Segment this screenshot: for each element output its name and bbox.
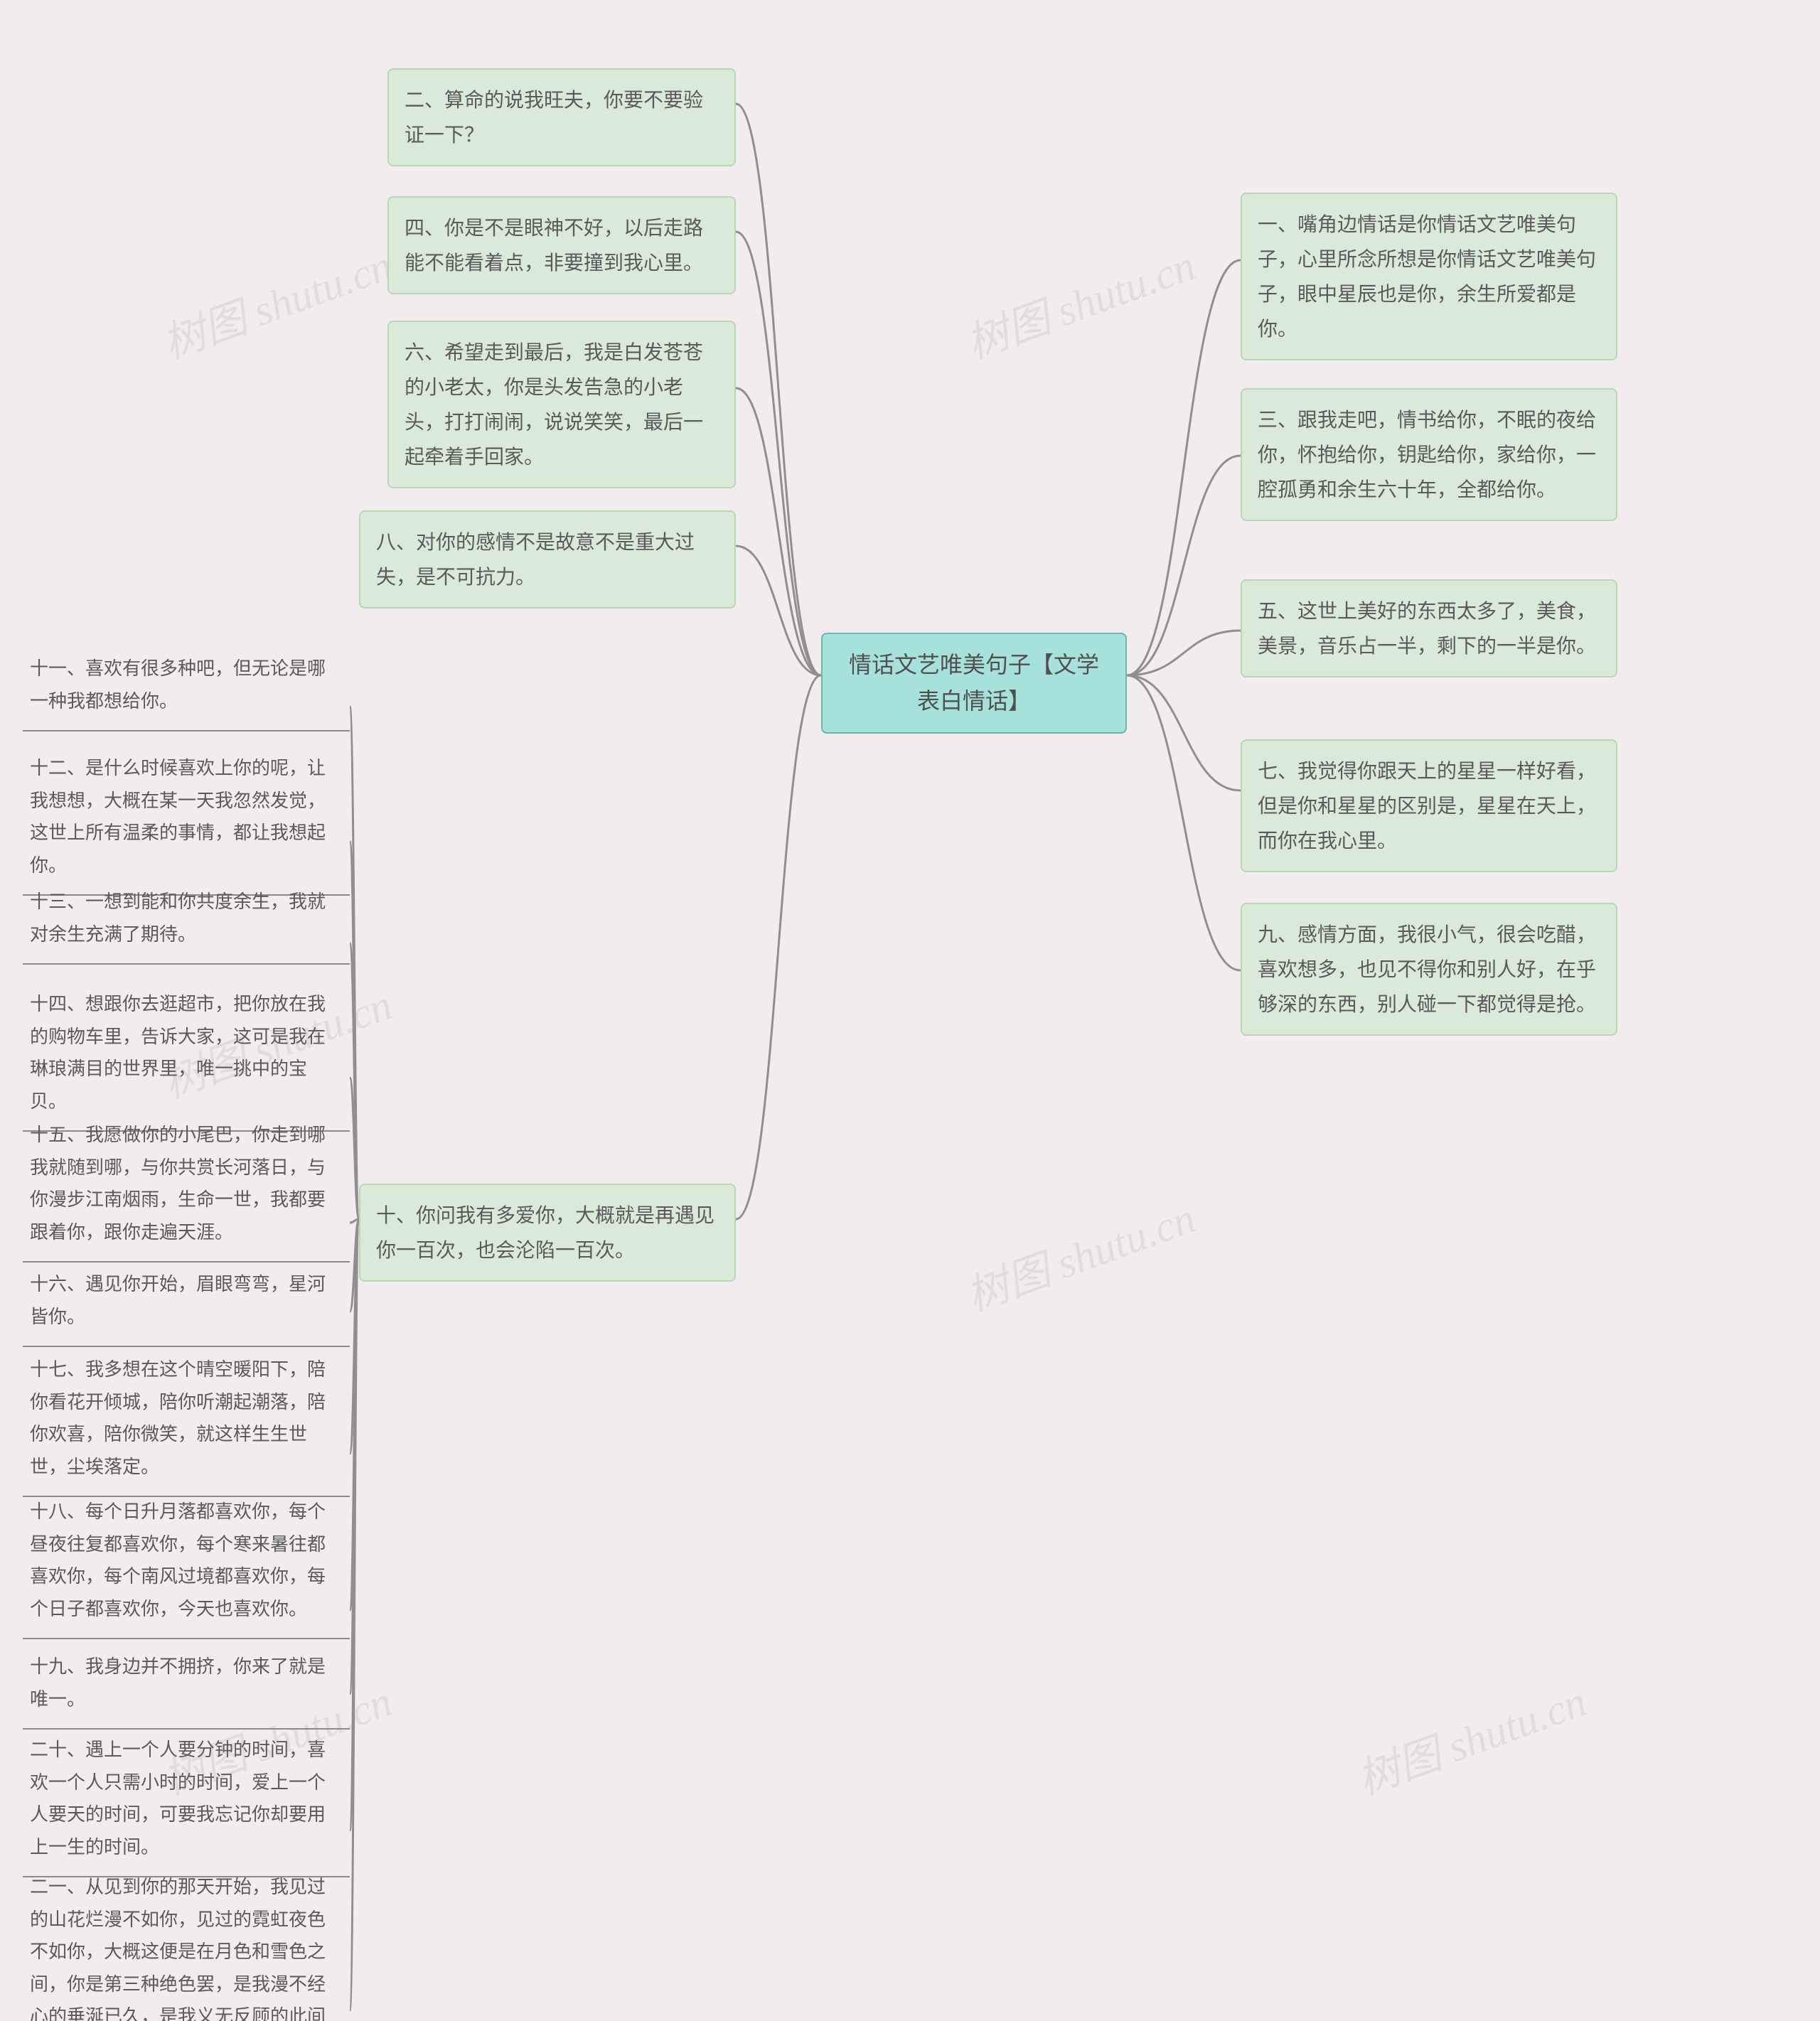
sub-label: 十九、我身边并不拥挤，你来了就是唯一。 — [30, 1656, 326, 1710]
branch-label: 十、你问我有多爱你，大概就是再遇见你一百次，也会沦陷一百次。 — [376, 1204, 714, 1261]
center-node[interactable]: 情话文艺唯美句子【文学表白情话】 — [821, 633, 1127, 734]
branch-label: 六、希望走到最后，我是白发苍苍的小老太，你是头发告急的小老头，打打闹闹，说说笑笑… — [405, 341, 703, 468]
branch-label: 八、对你的感情不是故意不是重大过失，是不可抗力。 — [376, 531, 695, 588]
sub-node-13[interactable]: 十三、一想到能和你共度余生，我就对余生充满了期待。 — [23, 876, 350, 965]
watermark: 树图 shutu.cn — [956, 1184, 1202, 1324]
sub-node-16[interactable]: 十六、遇见你开始，眉眼弯弯，星河皆你。 — [23, 1258, 350, 1347]
branch-label: 二、算命的说我旺夫，你要不要验证一下？ — [405, 89, 703, 146]
sub-node-18[interactable]: 十八、每个日升月落都喜欢你，每个昼夜往复都喜欢你，每个寒来暑往都喜欢你，每个南风… — [23, 1486, 350, 1639]
sub-label: 十八、每个日升月落都喜欢你，每个昼夜往复都喜欢你，每个寒来暑往都喜欢你，每个南风… — [30, 1501, 326, 1619]
branch-node-7[interactable]: 七、我觉得你跟天上的星星一样好看，但是你和星星的区别是，星星在天上，而你在我心里… — [1241, 739, 1617, 872]
branch-node-3[interactable]: 三、跟我走吧，情书给你，不眠的夜给你，怀抱给你，钥匙给你，家给你，一腔孤勇和余生… — [1241, 388, 1617, 521]
branch-label: 七、我觉得你跟天上的星星一样好看，但是你和星星的区别是，星星在天上，而你在我心里… — [1258, 760, 1596, 852]
branch-label: 一、嘴角边情话是你情话文艺唯美句子，心里所念所想是你情话文艺唯美句子，眼中星辰也… — [1258, 213, 1596, 340]
branch-node-10[interactable]: 十、你问我有多爱你，大概就是再遇见你一百次，也会沦陷一百次。 — [359, 1184, 736, 1282]
sub-node-17[interactable]: 十七、我多想在这个晴空暖阳下，陪你看花开倾城，陪你听潮起潮落，陪你欢喜，陪你微笑… — [23, 1344, 350, 1497]
sub-label: 十四、想跟你去逛超市，把你放在我的购物车里，告诉大家，这可是我在琳琅满目的世界里… — [30, 993, 326, 1112]
sub-node-20[interactable]: 二十、遇上一个人要分钟的时间，喜欢一个人只需小时的时间，爱上一个人要天的时间，可… — [23, 1724, 350, 1877]
sub-node-12[interactable]: 十二、是什么时候喜欢上你的呢，让我想想，大概在某一天我忽然发觉，这世上所有温柔的… — [23, 742, 350, 896]
sub-label: 二一、从见到你的那天开始，我见过的山花烂漫不如你，见过的霓虹夜色不如你，大概这便… — [30, 1876, 326, 2021]
sub-label: 十七、我多想在这个晴空暖阳下，陪你看花开倾城，陪你听潮起潮落，陪你欢喜，陪你微笑… — [30, 1358, 326, 1477]
branch-label: 五、这世上美好的东西太多了，美食，美景，音乐占一半，剩下的一半是你。 — [1258, 600, 1596, 657]
sub-label: 十一、喜欢有很多种吧，但无论是哪一种我都想给你。 — [30, 658, 326, 712]
sub-label: 十五、我愿做你的小尾巴，你走到哪我就随到哪，与你共赏长河落日，与你漫步江南烟雨，… — [30, 1124, 326, 1243]
sub-label: 十六、遇见你开始，眉眼弯弯，星河皆你。 — [30, 1273, 326, 1327]
sub-label: 十二、是什么时候喜欢上你的呢，让我想想，大概在某一天我忽然发觉，这世上所有温柔的… — [30, 757, 326, 876]
sub-node-21[interactable]: 二一、从见到你的那天开始，我见过的山花烂漫不如你，见过的霓虹夜色不如你，大概这便… — [23, 1861, 350, 2021]
sub-node-11[interactable]: 十一、喜欢有很多种吧，但无论是哪一种我都想给你。 — [23, 643, 350, 731]
watermark: 树图 shutu.cn — [153, 231, 399, 371]
branch-node-1[interactable]: 一、嘴角边情话是你情话文艺唯美句子，心里所念所想是你情话文艺唯美句子，眼中星辰也… — [1241, 193, 1617, 360]
branch-label: 三、跟我走吧，情书给你，不眠的夜给你，怀抱给你，钥匙给你，家给你，一腔孤勇和余生… — [1258, 409, 1596, 500]
branch-label: 九、感情方面，我很小气，很会吃醋，喜欢想多，也见不得你和别人好，在乎够深的东西，… — [1258, 923, 1596, 1015]
branch-node-5[interactable]: 五、这世上美好的东西太多了，美食，美景，音乐占一半，剩下的一半是你。 — [1241, 579, 1617, 677]
sub-label: 十三、一想到能和你共度余生，我就对余生充满了期待。 — [30, 891, 326, 945]
watermark: 树图 shutu.cn — [956, 231, 1202, 371]
branch-node-6[interactable]: 六、希望走到最后，我是白发苍苍的小老太，你是头发告急的小老头，打打闹闹，说说笑笑… — [387, 321, 736, 488]
sub-node-19[interactable]: 十九、我身边并不拥挤，你来了就是唯一。 — [23, 1641, 350, 1730]
sub-label: 二十、遇上一个人要分钟的时间，喜欢一个人只需小时的时间，爱上一个人要天的时间，可… — [30, 1739, 326, 1858]
center-node-label: 情话文艺唯美句子【文学表白情话】 — [849, 652, 1099, 714]
watermark: 树图 shutu.cn — [1347, 1667, 1593, 1807]
sub-node-15[interactable]: 十五、我愿做你的小尾巴，你走到哪我就随到哪，与你共赏长河落日，与你漫步江南烟雨，… — [23, 1109, 350, 1263]
mindmap-canvas: 树图 shutu.cn 树图 shutu.cn 树图 shutu.cn 树图 s… — [0, 0, 1820, 2021]
branch-node-8[interactable]: 八、对你的感情不是故意不是重大过失，是不可抗力。 — [359, 510, 736, 609]
branch-label: 四、你是不是眼神不好，以后走路能不能看着点，非要撞到我心里。 — [405, 217, 703, 274]
branch-node-2[interactable]: 二、算命的说我旺夫，你要不要验证一下？ — [387, 68, 736, 166]
branch-node-4[interactable]: 四、你是不是眼神不好，以后走路能不能看着点，非要撞到我心里。 — [387, 196, 736, 294]
branch-node-9[interactable]: 九、感情方面，我很小气，很会吃醋，喜欢想多，也见不得你和别人好，在乎够深的东西，… — [1241, 903, 1617, 1036]
